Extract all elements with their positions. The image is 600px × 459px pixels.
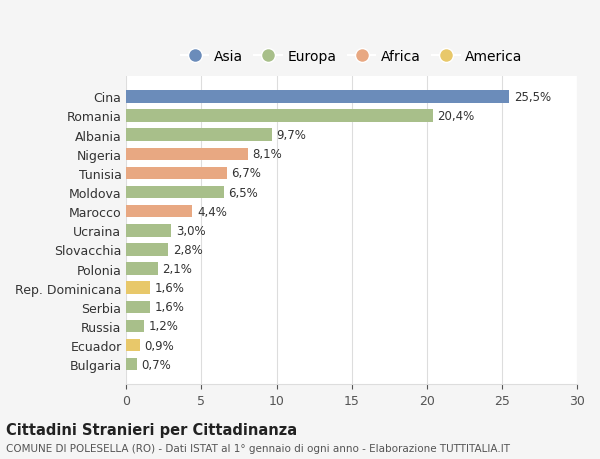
- Bar: [127, 224, 172, 237]
- Text: COMUNE DI POLESELLA (RO) - Dati ISTAT al 1° gennaio di ogni anno - Elaborazione : COMUNE DI POLESELLA (RO) - Dati ISTAT al…: [6, 443, 510, 453]
- Text: 2,8%: 2,8%: [173, 243, 203, 257]
- Text: 20,4%: 20,4%: [437, 110, 475, 123]
- Bar: [127, 110, 433, 123]
- Text: 3,0%: 3,0%: [176, 224, 206, 237]
- Bar: [127, 167, 227, 180]
- Bar: [127, 282, 151, 294]
- Text: 8,1%: 8,1%: [253, 148, 283, 161]
- Bar: [127, 320, 145, 332]
- Text: 0,9%: 0,9%: [145, 339, 174, 352]
- Text: 1,6%: 1,6%: [155, 301, 185, 313]
- Bar: [127, 358, 137, 371]
- Text: 4,4%: 4,4%: [197, 205, 227, 218]
- Bar: [127, 263, 158, 275]
- Bar: [127, 339, 140, 352]
- Bar: [127, 148, 248, 161]
- Text: 0,7%: 0,7%: [142, 358, 171, 371]
- Bar: [127, 244, 169, 256]
- Legend: Asia, Europa, Africa, America: Asia, Europa, Africa, America: [175, 44, 528, 69]
- Text: 25,5%: 25,5%: [514, 90, 551, 104]
- Text: 6,5%: 6,5%: [229, 186, 258, 199]
- Bar: [127, 91, 509, 103]
- Bar: [127, 129, 272, 141]
- Text: 6,7%: 6,7%: [232, 167, 262, 180]
- Text: Cittadini Stranieri per Cittadinanza: Cittadini Stranieri per Cittadinanza: [6, 422, 297, 437]
- Bar: [127, 301, 151, 313]
- Text: 1,2%: 1,2%: [149, 320, 179, 333]
- Text: 2,1%: 2,1%: [163, 263, 192, 275]
- Text: 9,7%: 9,7%: [277, 129, 307, 142]
- Text: 1,6%: 1,6%: [155, 281, 185, 295]
- Bar: [127, 206, 193, 218]
- Bar: [127, 186, 224, 199]
